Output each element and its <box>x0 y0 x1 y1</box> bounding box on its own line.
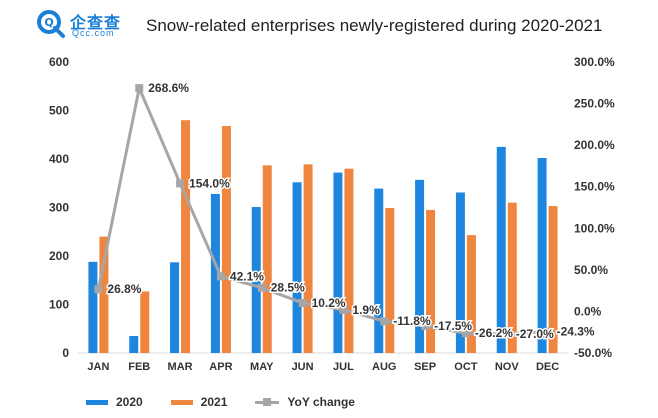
chart-title: Snow-related enterprises newly-registere… <box>146 16 603 35</box>
bar-2021 <box>507 202 517 353</box>
y-right-tick-label: 150.0% <box>574 180 615 194</box>
bar-2021 <box>181 120 191 353</box>
y-left-tick-label: 100 <box>49 298 69 312</box>
x-tick-label: NOV <box>495 361 520 373</box>
yoy-data-label: -26.2% <box>475 326 513 340</box>
yoy-marker <box>543 327 552 336</box>
bar-2020 <box>129 336 139 353</box>
legend-swatch-yoy <box>255 397 280 407</box>
yoy-data-label: -11.8% <box>393 314 431 328</box>
legend-swatch-2021 <box>170 399 193 405</box>
y-right-tick-label: 100.0% <box>574 221 615 235</box>
bar-2021 <box>466 235 476 353</box>
legend-label-2021: 2021 <box>200 395 228 409</box>
yoy-data-label: 1.9% <box>352 303 380 317</box>
chart-header: Q 企查查 Qcc.com Snow-related enterprises n… <box>0 0 658 50</box>
bar-2021 <box>140 291 150 353</box>
qcc-logo-icon: Q <box>37 10 65 38</box>
y-left-tick-label: 500 <box>49 104 69 118</box>
bar-2020 <box>537 158 547 353</box>
legend: 2020 2021 YoY change <box>86 392 383 412</box>
legend-item-2021: 2021 <box>170 395 228 409</box>
yoy-marker <box>421 321 430 330</box>
bar-2021 <box>262 165 272 353</box>
x-tick-label: APR <box>209 361 232 373</box>
labels-layer: 26.8% 268.6% 154.0% 42.1% 28.5% 10.2% 1.9% -11.… <box>106 80 597 343</box>
x-tick-label: JUN <box>292 361 314 373</box>
yoy-data-label: 28.5% <box>271 281 305 295</box>
legend-swatch-2020 <box>86 399 108 405</box>
yoy-marker <box>216 272 225 281</box>
line-layer <box>94 84 552 338</box>
legend-label-yoy: YoY change <box>287 395 355 409</box>
bar-2020 <box>251 207 261 353</box>
bar-2021 <box>385 207 395 353</box>
bar-2021 <box>344 168 354 353</box>
yoy-marker <box>380 317 389 326</box>
yoy-data-label: 268.6% <box>148 81 189 95</box>
bar-2021 <box>303 164 313 353</box>
y-right-tick-label: -50.0% <box>574 346 612 360</box>
yoy-marker <box>176 179 185 188</box>
x-tick-label: DEC <box>536 361 559 373</box>
legend-item-yoy: YoY change <box>255 395 355 409</box>
yoy-data-label: -24.3% <box>557 325 595 339</box>
yoy-marker <box>94 285 103 294</box>
svg-text:Q: Q <box>44 16 53 29</box>
y-right-tick-label: 250.0% <box>574 97 615 111</box>
bar-2020 <box>333 172 343 353</box>
yoy-data-label: 154.0% <box>189 176 230 190</box>
y-left-tick-label: 600 <box>49 55 69 69</box>
bar-2020 <box>374 188 384 353</box>
logo-text: 企查查 <box>70 15 122 32</box>
x-tick-label: SEP <box>414 361 436 373</box>
bar-2020 <box>415 179 425 353</box>
bar-2021 <box>221 126 231 354</box>
bars-layer <box>88 120 558 354</box>
bar-2021 <box>99 236 109 353</box>
y-left-tick-label: 400 <box>49 152 69 166</box>
yoy-marker <box>257 283 266 292</box>
logo-domain: Qcc.com <box>72 28 115 38</box>
x-tick-label: AUG <box>372 361 396 373</box>
x-tick-label: JUL <box>333 361 354 373</box>
y-left-tick-label: 300 <box>49 201 69 215</box>
y-left-tick-label: 0 <box>62 346 69 360</box>
yoy-marker <box>502 329 511 338</box>
x-tick-label: MAR <box>168 361 193 373</box>
yoy-marker <box>339 305 348 314</box>
x-tick-label: JAN <box>87 361 109 373</box>
bar-2021 <box>426 209 436 353</box>
bar-2020 <box>88 261 98 353</box>
yoy-line <box>96 86 548 336</box>
yoy-data-label: -27.0% <box>516 327 554 341</box>
yoy-data-label: 42.1% <box>230 269 264 283</box>
yoy-marker <box>298 298 307 307</box>
y-right-tick-label: 200.0% <box>574 138 615 152</box>
bar-2020 <box>455 192 465 353</box>
yoy-data-label: 26.8% <box>107 282 141 296</box>
x-tick-label: OCT <box>454 361 478 373</box>
x-tick-label: MAY <box>250 361 274 373</box>
yoy-data-label: -17.5% <box>434 319 472 333</box>
bar-2020 <box>170 262 180 353</box>
bar-2020 <box>496 146 506 353</box>
bar-2020 <box>210 193 220 353</box>
y-right-tick-label: 0.0% <box>574 304 602 318</box>
bar-2020 <box>292 182 302 353</box>
y-right-tick-label: 50.0% <box>574 263 608 277</box>
yoy-marker <box>461 329 470 338</box>
y-left-tick-label: 200 <box>49 249 69 263</box>
axis-layer: 0 100 200 300 400 500 600 -50.0% 0.0% 50.0% 100.0%… <box>49 55 615 373</box>
y-right-tick-label: 300.0% <box>574 55 615 69</box>
yoy-data-label: 10.2% <box>312 296 346 310</box>
yoy-marker <box>135 84 144 93</box>
bar-2021 <box>548 206 558 353</box>
legend-label-2020: 2020 <box>116 395 143 409</box>
x-tick-label: FEB <box>128 361 150 373</box>
legend-item-2020: 2020 <box>86 395 143 409</box>
